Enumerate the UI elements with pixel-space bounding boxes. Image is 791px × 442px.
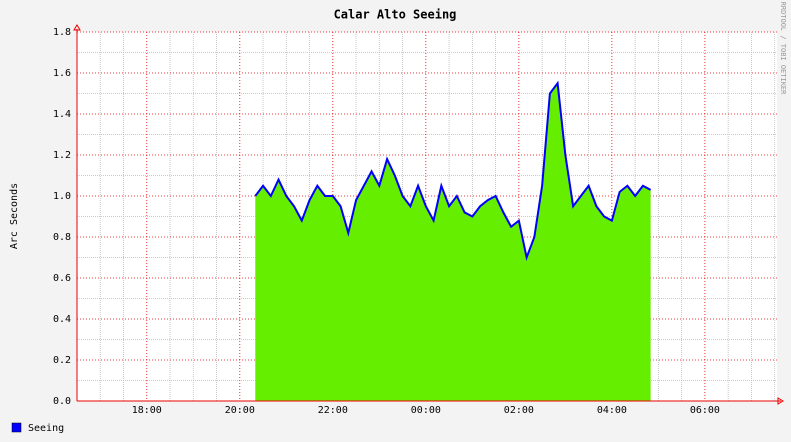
x-tick-label: 04:00 (597, 405, 627, 416)
watermark: RRDTOOL / TOBI OETIKER (779, 2, 787, 96)
x-tick-label: 20:00 (225, 405, 255, 416)
x-tick-label: 06:00 (690, 405, 720, 416)
legend-label: Seeing (28, 423, 64, 434)
y-tick-label: 0.6 (53, 273, 71, 284)
x-axis-arrow (777, 397, 784, 405)
y-axis-label: Arc Seconds (9, 183, 20, 249)
x-tick-label: 18:00 (132, 405, 162, 416)
legend-swatch (11, 422, 22, 433)
chart-title: Calar Alto Seeing (334, 8, 457, 22)
x-tick-label: 22:00 (318, 405, 348, 416)
y-axis-arrow (73, 24, 81, 31)
x-tick-label: 00:00 (411, 405, 441, 416)
y-tick-label: 1.2 (53, 150, 71, 161)
y-tick-label: 0.0 (53, 396, 71, 407)
y-tick-label: 1.4 (53, 109, 71, 120)
y-tick-label: 1.6 (53, 68, 71, 79)
y-tick-label: 1.0 (53, 191, 71, 202)
y-tick-label: 0.4 (53, 314, 71, 325)
line (254, 80, 652, 262)
x-tick-label: 02:00 (504, 405, 534, 416)
y-tick-label: 1.8 (53, 27, 71, 38)
area (255, 83, 651, 401)
y-tick-label: 0.8 (53, 232, 71, 243)
y-tick-label: 0.2 (53, 355, 71, 366)
